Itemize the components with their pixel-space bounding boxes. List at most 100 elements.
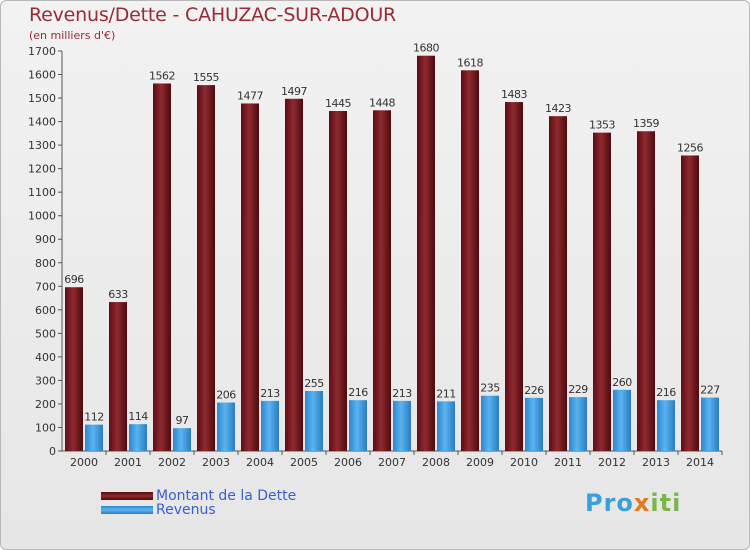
value-label-revenus: 227	[700, 384, 720, 397]
bar-revenus-2002	[173, 428, 191, 451]
value-label-revenus: 255	[304, 377, 324, 390]
bar-revenus-2012	[613, 389, 631, 451]
bar-dette-2005	[285, 98, 303, 451]
value-label-dette: 696	[64, 273, 84, 286]
value-label-dette: 1353	[589, 119, 615, 132]
y-tick-label: 1300	[28, 139, 56, 152]
y-tick-label: 100	[35, 421, 56, 434]
value-label-dette: 1483	[501, 88, 527, 101]
bar-dette-2004	[241, 103, 259, 452]
y-tick-label: 0	[49, 445, 56, 458]
bar-dette-2010	[505, 102, 523, 451]
bar-dette-2013	[637, 131, 655, 451]
value-label-dette: 633	[108, 288, 128, 301]
y-tick-label: 800	[35, 257, 56, 270]
x-tick-label: 2014	[686, 456, 714, 469]
value-label-dette: 1423	[545, 102, 571, 115]
y-tick-label: 1000	[28, 210, 56, 223]
bar-revenus-2011	[569, 397, 587, 451]
y-tick-label: 300	[35, 374, 56, 387]
value-label-revenus: 114	[128, 410, 148, 423]
value-label-dette: 1680	[413, 42, 439, 55]
bar-revenus-2014	[701, 397, 719, 451]
x-tick-label: 2000	[70, 456, 98, 469]
bar-dette-2000	[65, 287, 83, 451]
bar-revenus-2010	[525, 397, 543, 451]
y-tick-label: 1400	[28, 116, 56, 129]
value-label-revenus: 229	[568, 383, 588, 396]
x-tick-label: 2013	[642, 456, 670, 469]
legend-label-dette: Montant de la Dette	[156, 488, 297, 504]
y-tick-label: 900	[35, 233, 56, 246]
bar-revenus-2006	[349, 400, 367, 451]
legend-label-revenus: Revenus	[156, 502, 216, 518]
bar-dette-2011	[549, 116, 567, 452]
bar-dette-2009	[461, 70, 479, 451]
value-label-revenus: 211	[436, 387, 456, 400]
bar-dette-2008	[417, 55, 435, 452]
legend-swatch-revenus	[101, 506, 153, 514]
bar-revenus-2004	[261, 400, 279, 451]
bar-dette-2002	[153, 83, 171, 452]
value-label-revenus: 216	[656, 386, 676, 399]
bar-dette-2003	[197, 85, 215, 451]
bar-revenus-2003	[217, 402, 235, 451]
legend-swatch-dette	[101, 492, 153, 500]
x-tick-label: 2008	[422, 456, 450, 469]
bar-dette-2012	[593, 132, 611, 451]
x-tick-label: 2011	[554, 456, 582, 469]
bar-revenus-2007	[393, 400, 411, 451]
value-label-dette: 1256	[677, 141, 703, 154]
value-label-revenus: 213	[392, 387, 412, 400]
x-tick-label: 2002	[158, 456, 186, 469]
value-label-revenus: 216	[348, 386, 368, 399]
x-tick-label: 2001	[114, 456, 142, 469]
value-label-revenus: 97	[176, 414, 189, 427]
bar-revenus-2013	[657, 400, 675, 451]
x-tick-label: 2004	[246, 456, 274, 469]
value-label-revenus: 260	[612, 376, 632, 389]
value-label-dette: 1448	[369, 96, 395, 109]
value-label-revenus: 206	[216, 389, 236, 402]
y-tick-label: 1700	[28, 45, 56, 58]
y-tick-label: 1200	[28, 163, 56, 176]
bar-revenus-2008	[437, 401, 455, 451]
chart-title: Revenus/Dette - CAHUZAC-SUR-ADOUR	[29, 4, 397, 26]
bar-revenus-2001	[129, 424, 147, 451]
y-tick-label: 1100	[28, 186, 56, 199]
value-label-dette: 1618	[457, 56, 483, 69]
y-tick-label: 1500	[28, 92, 56, 105]
y-tick-label: 1600	[28, 69, 56, 82]
value-label-revenus: 213	[260, 387, 280, 400]
value-label-revenus: 226	[524, 384, 544, 397]
value-label-dette: 1445	[325, 97, 351, 110]
value-label-revenus: 112	[84, 411, 104, 424]
bar-revenus-2009	[481, 395, 499, 451]
x-tick-label: 2005	[290, 456, 318, 469]
y-tick-label: 400	[35, 351, 56, 364]
x-tick-label: 2007	[378, 456, 406, 469]
value-label-dette: 1359	[633, 117, 659, 130]
value-label-dette: 1562	[149, 69, 175, 82]
proxiti-logo: Proxiti	[585, 489, 682, 517]
legend-item-revenus: Revenus	[101, 502, 216, 518]
value-label-dette: 1477	[237, 89, 263, 102]
bar-revenus-2000	[85, 424, 103, 451]
y-tick-label: 200	[35, 398, 56, 411]
x-tick-label: 2010	[510, 456, 538, 469]
value-label-dette: 1555	[193, 71, 219, 84]
bar-dette-2001	[109, 302, 127, 451]
chart-subtitle: (en milliers d'€)	[29, 29, 116, 42]
bar-dette-2014	[681, 155, 699, 451]
x-tick-label: 2012	[598, 456, 626, 469]
x-tick-label: 2009	[466, 456, 494, 469]
bar-dette-2006	[329, 111, 347, 451]
y-tick-label: 600	[35, 304, 56, 317]
legend-item-dette: Montant de la Dette	[101, 488, 296, 504]
value-label-dette: 1497	[281, 85, 307, 98]
y-tick-label: 700	[35, 280, 56, 293]
x-tick-label: 2003	[202, 456, 230, 469]
x-tick-label: 2006	[334, 456, 362, 469]
